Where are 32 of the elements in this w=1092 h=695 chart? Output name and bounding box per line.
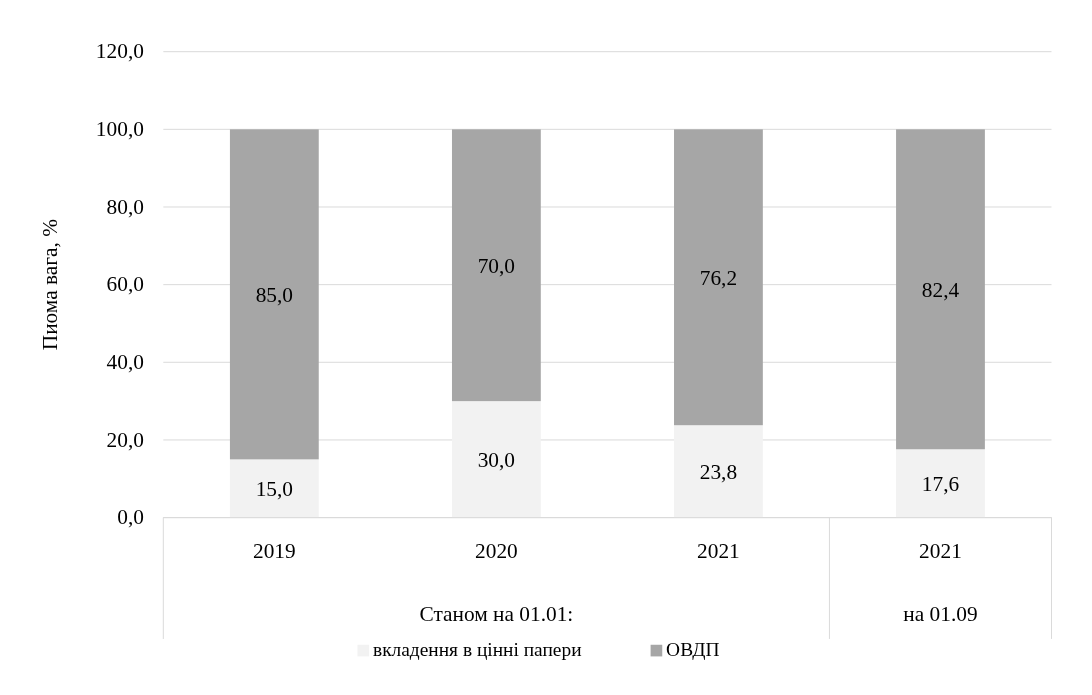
x-tick-label: 2021: [919, 539, 962, 564]
x-tick-label: 2020: [475, 539, 518, 564]
data-label: 15,0: [255, 477, 294, 502]
bar: [229, 129, 319, 460]
data-label: 85,0: [255, 283, 294, 308]
data-label: 17,6: [921, 472, 960, 497]
y-tick-label: 120,0: [95, 39, 144, 64]
x-tick-label: 2019: [252, 539, 296, 564]
x-tick-label: 2021: [697, 539, 740, 564]
text: Станом на 01.01:: [419, 602, 574, 627]
bar: [896, 129, 985, 450]
bar: [451, 129, 541, 402]
y-axis-title: Пиома вага, %: [37, 218, 62, 351]
bar: [674, 425, 763, 518]
data-label: 70,0: [477, 254, 516, 278]
text: на 01.09: [903, 602, 978, 627]
bar: [451, 401, 541, 518]
bar: [674, 129, 763, 426]
y-tick-label: 100,0: [95, 117, 144, 142]
data-label: 76,2: [699, 266, 738, 291]
data-label: 30,0: [477, 448, 516, 473]
y-tick-label: 0,0: [117, 505, 144, 530]
data-label: 23,8: [699, 460, 738, 485]
y-tick-label: 40,0: [106, 350, 144, 375]
legend-label: ОВДП: [666, 639, 720, 661]
bar: [896, 449, 985, 518]
legend-label: вкладення в цінні папери: [372, 639, 582, 661]
y-tick-label: 20,0: [106, 427, 144, 452]
data-label: 82,4: [921, 278, 960, 303]
y-tick-label: 80,0: [106, 194, 144, 219]
bar: [229, 459, 319, 518]
y-tick-label: 60,0: [106, 272, 144, 297]
